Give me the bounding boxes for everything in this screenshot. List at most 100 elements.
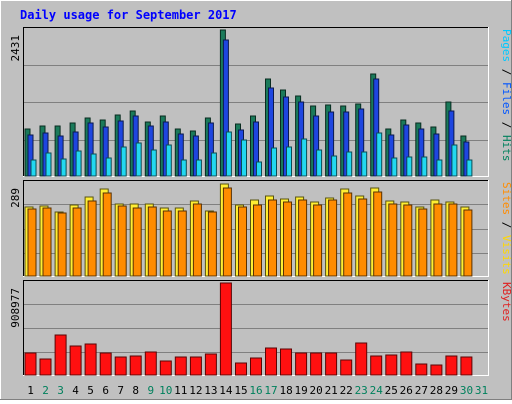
bar-kbytes-day-7: [114, 356, 127, 376]
bar-kbytes-day-21: [325, 352, 338, 376]
bar-kbytes-day-27: [415, 363, 428, 376]
bar-pages-day-12: [195, 159, 202, 177]
bar-pages-day-1: [30, 159, 37, 177]
bar-kbytes-day-30: [460, 356, 473, 376]
bar-kbytes-day-9: [144, 351, 157, 376]
bar-sites-day-6: [102, 192, 112, 277]
day-label-28: 28: [430, 384, 443, 397]
bar-pages-day-19: [301, 138, 308, 177]
bar-kbytes-day-20: [310, 352, 323, 376]
bar-pages-day-16: [256, 161, 262, 177]
bar-pages-day-15: [241, 139, 247, 177]
bar-sites-day-19: [298, 199, 308, 277]
series-files: [27, 39, 470, 177]
bar-pages-day-29: [451, 144, 458, 177]
day-label-9: 9: [147, 384, 154, 397]
day-label-20: 20: [309, 384, 322, 397]
bar-kbytes-day-8: [129, 355, 142, 376]
bar-sites-day-28: [433, 203, 443, 277]
day-label-30: 30: [460, 384, 473, 397]
bar-pages-day-22: [346, 151, 353, 177]
chart-panels: 2431 Pages / Files / Hits 289 Sites / Visit…: [9, 27, 512, 376]
legend-segment: /: [500, 115, 512, 135]
bar-kbytes-day-6: [99, 352, 112, 376]
bar-sites-day-26: [403, 204, 413, 277]
bar-kbytes-day-24: [370, 355, 383, 376]
bar-pages-day-9: [150, 149, 157, 177]
day-label-27: 27: [415, 384, 428, 397]
day-label-23: 23: [355, 384, 368, 397]
day-label-2: 2: [42, 384, 49, 397]
bar-sites-day-12: [192, 203, 202, 277]
legend-segment: Sites: [500, 182, 512, 215]
bar-sites-day-8: [132, 207, 142, 277]
day-label-17: 17: [264, 384, 277, 397]
bar-sites-day-15: [238, 206, 247, 277]
panel-kbytes: 908977 KBytes: [9, 280, 512, 376]
day-label-21: 21: [325, 384, 338, 397]
day-label-13: 13: [204, 384, 217, 397]
panel-hits-files-pages-bars: [24, 29, 473, 177]
panel-visits-sites: 289 Sites / Visits: [9, 180, 512, 277]
day-label-25: 25: [385, 384, 398, 397]
x-axis-day-labels: 1 2 3 4 5 6 7 8 9 10 11 12 13 14 15 16 17 18 19 20 21 22 23 24 2…: [27, 384, 488, 397]
day-label-15: 15: [234, 384, 247, 397]
bar-pages-day-3: [60, 158, 67, 177]
bar-pages-day-2: [45, 152, 52, 177]
bar-sites-day-4: [72, 207, 82, 277]
bar-kbytes-day-16: [250, 357, 262, 376]
bar-pages-day-26: [406, 156, 413, 177]
day-label-26: 26: [400, 384, 413, 397]
bar-pages-day-7: [120, 146, 127, 177]
panel-hits-files-pages-legend: Pages / Files / Hits: [500, 29, 512, 162]
bar-sites-day-14: [222, 187, 232, 277]
day-label-14: 14: [219, 384, 233, 397]
bar-pages-day-13: [210, 152, 217, 177]
bar-pages-day-8: [135, 142, 142, 177]
bar-kbytes-day-11: [174, 356, 187, 376]
panel-hits-files-pages: 2431 Pages / Files / Hits: [9, 27, 512, 177]
bar-kbytes-day-23: [355, 342, 368, 376]
bar-kbytes-day-18: [280, 348, 292, 376]
legend-segment: /: [500, 62, 512, 82]
bar-sites-day-24: [373, 191, 383, 277]
bar-kbytes-day-10: [159, 360, 172, 376]
bar-sites-day-21: [328, 199, 338, 277]
bar-sites-day-11: [177, 210, 187, 277]
legend-segment: Pages: [500, 29, 512, 62]
bar-sites-day-18: [283, 201, 292, 277]
panel-visits-sites-bars: [24, 183, 473, 277]
bar-pages-day-5: [90, 153, 97, 177]
legend-segment: /: [500, 215, 512, 235]
chart-title: Daily usage for September 2017: [20, 8, 237, 22]
bar-kbytes-day-17: [265, 347, 277, 376]
bar-pages-day-14: [225, 131, 232, 177]
panel-visits-sites-legend: Sites / Visits: [500, 182, 512, 275]
day-label-1: 1: [27, 384, 34, 397]
bar-kbytes-day-3: [54, 334, 67, 376]
bar-sites-day-1: [27, 208, 37, 277]
bar-kbytes-day-15: [235, 362, 247, 376]
bar-kbytes-day-2: [39, 358, 52, 376]
bar-pages-day-28: [436, 159, 443, 177]
bar-sites-day-29: [448, 203, 458, 277]
day-label-24: 24: [370, 384, 384, 397]
bar-pages-day-30: [466, 159, 473, 177]
bar-kbytes-day-25: [385, 354, 398, 376]
bar-sites-day-16: [253, 204, 262, 277]
bar-sites-day-2: [42, 207, 52, 277]
bar-kbytes-day-26: [400, 351, 413, 376]
bar-pages-day-11: [180, 159, 187, 177]
day-label-4: 4: [72, 384, 79, 397]
bar-pages-day-20: [316, 149, 323, 177]
series-sites: [27, 187, 473, 277]
day-label-3: 3: [57, 384, 64, 397]
legend-segment: Files: [500, 82, 512, 115]
bar-kbytes-day-13: [204, 353, 217, 376]
panel-kbytes-scale-label: 908977: [9, 288, 22, 328]
day-label-6: 6: [102, 384, 109, 397]
day-label-16: 16: [249, 384, 262, 397]
bar-kbytes-day-12: [189, 356, 202, 376]
bar-sites-day-23: [358, 198, 368, 277]
